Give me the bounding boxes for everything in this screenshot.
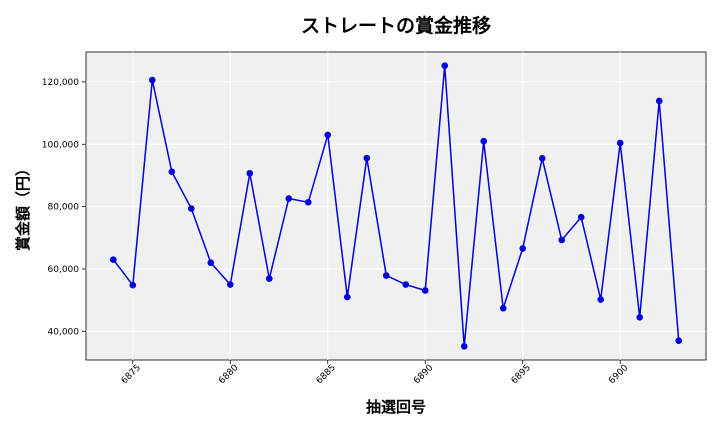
data-point [285, 195, 293, 202]
x-tick-label: 6875 [120, 363, 143, 386]
data-point [519, 245, 527, 252]
data-point [363, 154, 371, 162]
data-point [207, 259, 215, 267]
y-axis-label: 賞金額（円） [14, 161, 32, 251]
data-point [577, 213, 585, 221]
data-point [129, 281, 137, 289]
y-tick-label: 80,000 [48, 203, 80, 213]
y-tick-label: 60,000 [48, 265, 80, 275]
data-point [460, 342, 468, 350]
data-point [168, 168, 176, 176]
data-point [109, 256, 117, 263]
y-tick-label: 40,000 [48, 327, 80, 337]
x-tick-label: 6890 [412, 363, 435, 386]
data-point [441, 62, 449, 70]
data-point [480, 137, 488, 145]
x-axis-ticks: 6875 6880 6885 6890 6895 6900 [120, 360, 631, 386]
data-point [343, 293, 351, 301]
data-point [655, 97, 663, 105]
data-point [597, 296, 605, 303]
y-tick-label: 100,000 [42, 140, 79, 150]
data-point [382, 272, 390, 279]
x-tick-label: 6895 [510, 363, 533, 386]
data-point [324, 131, 332, 139]
data-point [616, 139, 624, 147]
x-tick-label: 6900 [607, 363, 630, 386]
data-point [421, 287, 429, 294]
data-point [675, 337, 683, 344]
data-point [246, 169, 254, 177]
x-tick-label: 6885 [315, 363, 338, 386]
data-point [636, 313, 644, 321]
series-line [112, 65, 680, 347]
data-point [265, 275, 273, 282]
data-point [226, 281, 234, 288]
data-point [558, 236, 566, 244]
y-axis-ticks: 40,000 60,000 80,000 100,000 120,000 [42, 78, 86, 337]
data-point [304, 198, 312, 206]
x-tick-label: 6880 [217, 363, 240, 386]
chart-title: ストレートの賞金推移 [301, 14, 491, 37]
data-point [148, 76, 156, 84]
x-axis-label: 抽選回号 [366, 398, 426, 416]
series-layer [109, 62, 683, 350]
data-point [402, 281, 410, 288]
data-point [187, 205, 195, 212]
y-tick-label: 120,000 [42, 78, 79, 88]
grid [86, 52, 706, 360]
data-point [499, 304, 507, 312]
data-point [538, 155, 546, 162]
